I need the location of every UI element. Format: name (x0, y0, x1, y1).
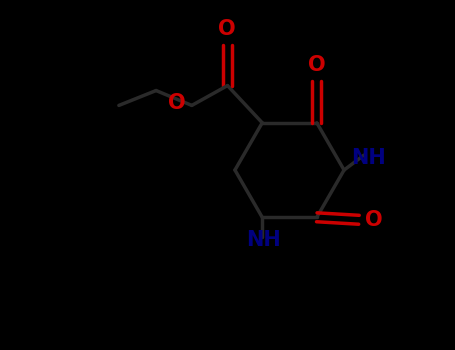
Text: NH: NH (246, 230, 281, 250)
Text: O: O (308, 55, 326, 75)
Text: O: O (217, 19, 235, 39)
Text: O: O (168, 93, 186, 113)
Text: NH: NH (352, 148, 386, 168)
Text: O: O (365, 210, 383, 230)
